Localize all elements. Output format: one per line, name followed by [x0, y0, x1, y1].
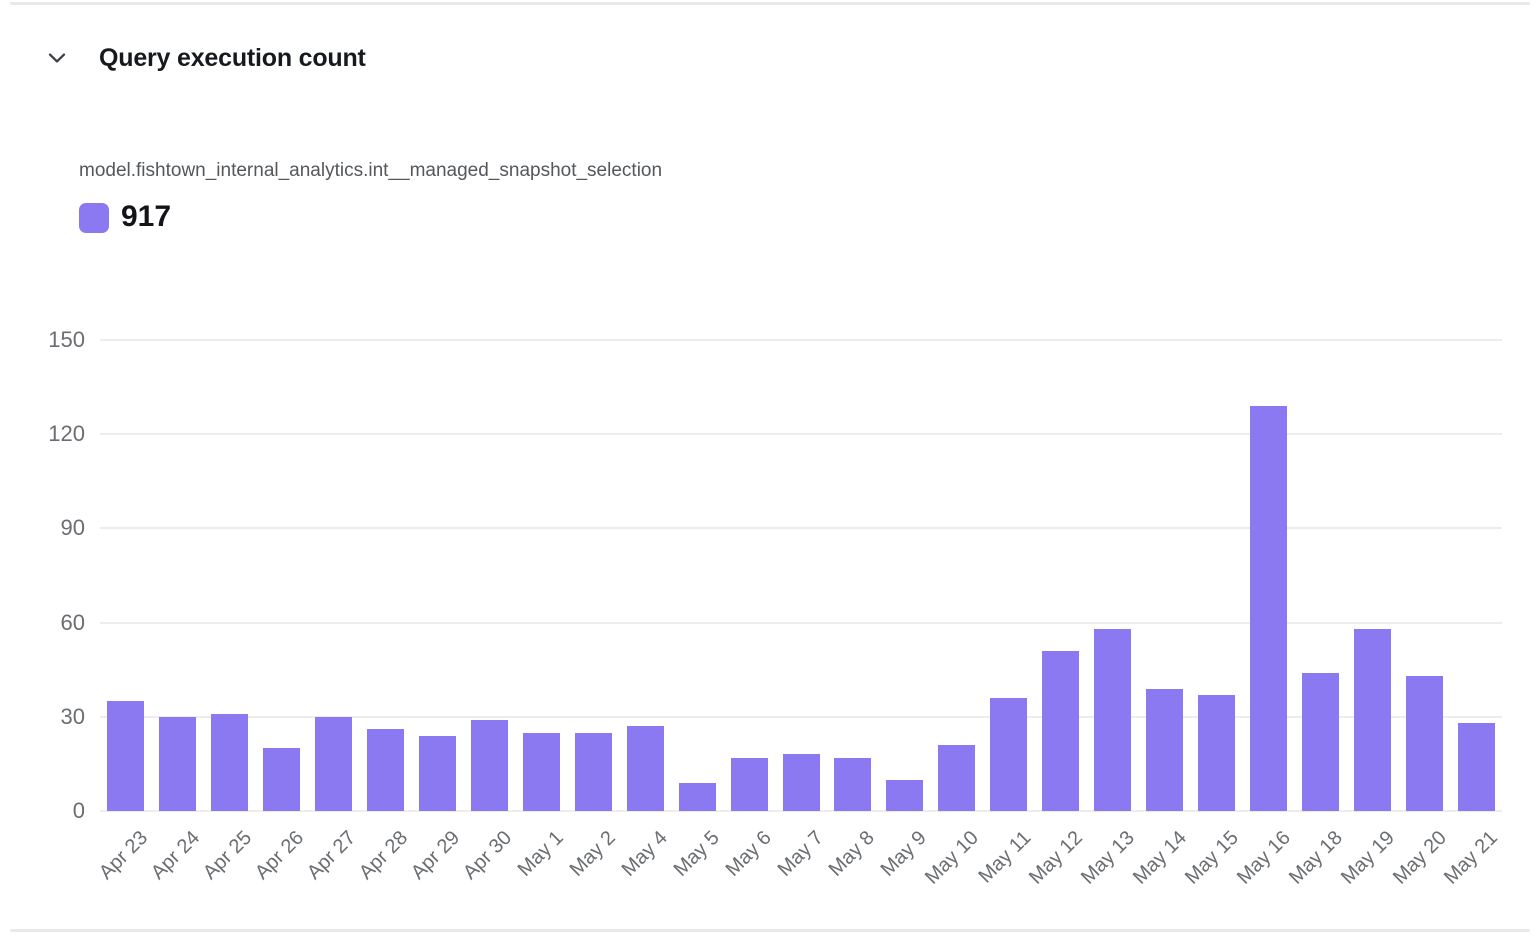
y-axis-label: 30 — [60, 703, 85, 729]
bar[interactable] — [1094, 628, 1132, 811]
x-axis-label: May 8 — [825, 826, 880, 881]
x-axis-label: May 1 — [513, 826, 568, 881]
x-axis-label: May 12 — [1024, 826, 1087, 889]
x-axis-label: May 4 — [617, 826, 672, 881]
bar[interactable] — [367, 729, 405, 811]
top-divider — [10, 2, 1530, 5]
gridline — [100, 715, 1502, 718]
bar[interactable] — [263, 748, 301, 811]
bar[interactable] — [1353, 628, 1391, 811]
y-axis-label: 0 — [72, 798, 85, 823]
bar[interactable] — [834, 757, 872, 811]
bar[interactable] — [107, 701, 145, 811]
x-axis-label: May 7 — [773, 826, 828, 881]
y-axis-label: 60 — [60, 609, 85, 635]
bar[interactable] — [1197, 694, 1235, 811]
bar[interactable] — [886, 779, 924, 811]
x-axis-label: Apr 23 — [95, 826, 153, 884]
gridline — [100, 810, 1502, 812]
bar[interactable] — [678, 782, 716, 811]
y-axis-label: 90 — [60, 515, 85, 541]
bar[interactable] — [1301, 672, 1339, 811]
bar[interactable] — [730, 757, 768, 811]
x-axis-label: May 10 — [921, 826, 984, 889]
panel-title: Query execution count — [99, 44, 366, 72]
bar[interactable] — [1042, 650, 1080, 811]
bar[interactable] — [159, 716, 197, 811]
gridline — [100, 621, 1502, 624]
x-axis-label: May 18 — [1284, 826, 1347, 889]
x-axis-label: May 13 — [1076, 826, 1139, 889]
chevron-down-icon[interactable] — [43, 44, 71, 72]
bar[interactable] — [211, 713, 249, 811]
legend-total: 917 — [121, 200, 172, 233]
x-axis-label: Apr 26 — [250, 826, 309, 884]
y-axis-label: 150 — [48, 327, 85, 352]
bar[interactable] — [938, 745, 976, 811]
x-axis-label: May 15 — [1180, 826, 1243, 889]
x-axis-label: Apr 27 — [302, 826, 360, 884]
bar[interactable] — [782, 754, 820, 811]
x-axis-label: May 19 — [1336, 826, 1399, 889]
x-axis-label: Apr 30 — [458, 826, 516, 884]
gridline — [100, 339, 1502, 341]
x-axis-label: May 5 — [669, 826, 724, 881]
legend-swatch — [79, 203, 109, 233]
x-axis-label: Apr 28 — [354, 826, 412, 884]
bar[interactable] — [1405, 675, 1443, 811]
x-axis-label: Apr 25 — [198, 826, 257, 884]
bar[interactable] — [522, 732, 560, 811]
bar[interactable] — [1249, 405, 1287, 811]
bar[interactable] — [574, 732, 612, 811]
x-axis-label: Apr 24 — [146, 826, 205, 884]
gridline — [100, 433, 1502, 436]
x-axis-label: May 6 — [721, 826, 776, 881]
bar[interactable] — [990, 697, 1028, 811]
x-axis-label: May 21 — [1440, 826, 1503, 889]
x-axis-label: May 16 — [1232, 826, 1295, 889]
bottom-divider — [10, 929, 1530, 932]
x-axis-label: Apr 29 — [406, 826, 464, 884]
x-axis-label: May 20 — [1388, 826, 1451, 889]
x-axis-label: May 11 — [974, 826, 1035, 888]
x-axis-label: May 2 — [565, 826, 620, 881]
x-axis-label: May 14 — [1128, 826, 1191, 889]
bar[interactable] — [1145, 688, 1183, 811]
y-axis-label: 120 — [48, 421, 85, 447]
bar[interactable] — [419, 735, 457, 811]
gridline — [100, 527, 1502, 530]
series-label: model.fishtown_internal_analytics.int__m… — [79, 160, 663, 181]
bar[interactable] — [626, 726, 664, 811]
bar[interactable] — [1457, 723, 1495, 811]
bar[interactable] — [315, 716, 353, 811]
bar[interactable] — [470, 719, 508, 811]
